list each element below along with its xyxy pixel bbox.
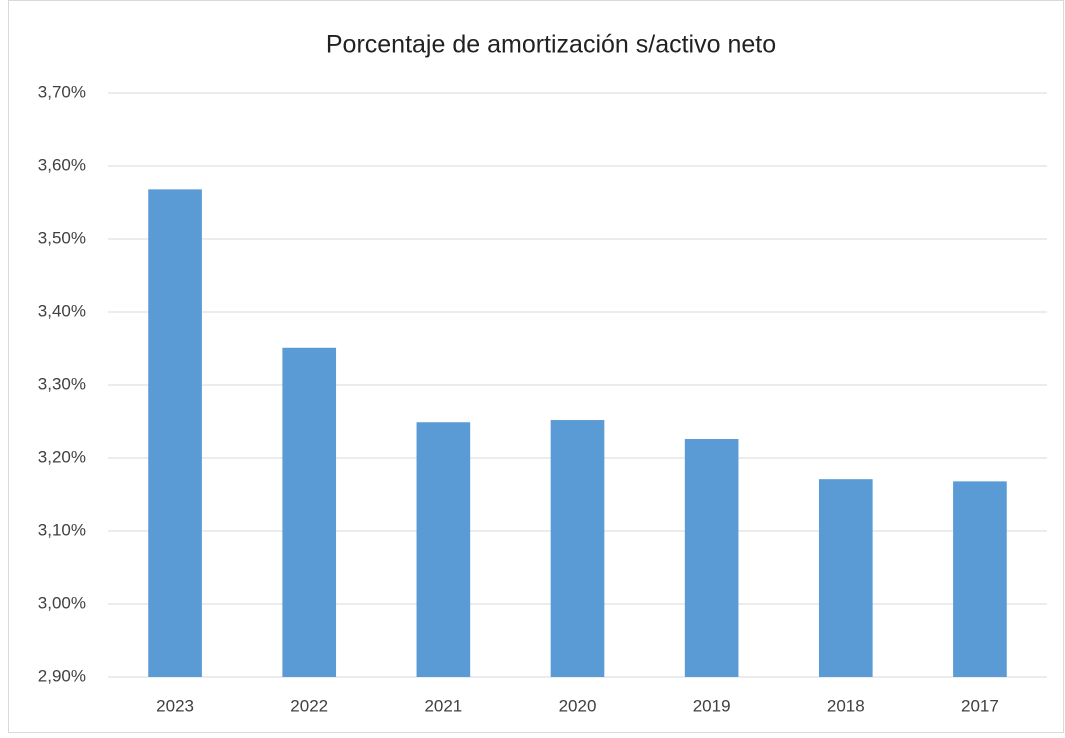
bar	[550, 420, 605, 677]
y-tick-label: 3,70%	[38, 82, 86, 101]
bar	[148, 189, 202, 678]
y-tick-label: 2,90%	[38, 666, 86, 685]
x-tick-label: 2019	[693, 696, 731, 715]
y-tick-label: 3,00%	[38, 593, 86, 612]
x-tick-label: 2023	[156, 696, 194, 715]
y-tick-label: 3,30%	[38, 374, 86, 393]
x-tick-label: 2022	[290, 696, 328, 715]
x-tick-label: 2018	[827, 696, 865, 715]
x-tick-label: 2021	[424, 696, 462, 715]
chart-title: Porcentaje de amortización s/activo neto	[326, 31, 776, 59]
bar	[953, 481, 1007, 677]
y-tick-label: 3,60%	[38, 155, 86, 174]
x-tick-label: 2017	[961, 696, 999, 715]
x-tick-label: 2020	[559, 696, 597, 715]
y-tick-label: 3,20%	[38, 447, 86, 466]
bar	[818, 479, 873, 677]
y-tick-label: 3,40%	[38, 301, 86, 320]
y-tick-label: 3,50%	[38, 228, 86, 247]
bar	[282, 347, 337, 677]
bar	[684, 439, 739, 677]
y-tick-label: 3,10%	[38, 520, 86, 539]
bar	[416, 422, 471, 677]
